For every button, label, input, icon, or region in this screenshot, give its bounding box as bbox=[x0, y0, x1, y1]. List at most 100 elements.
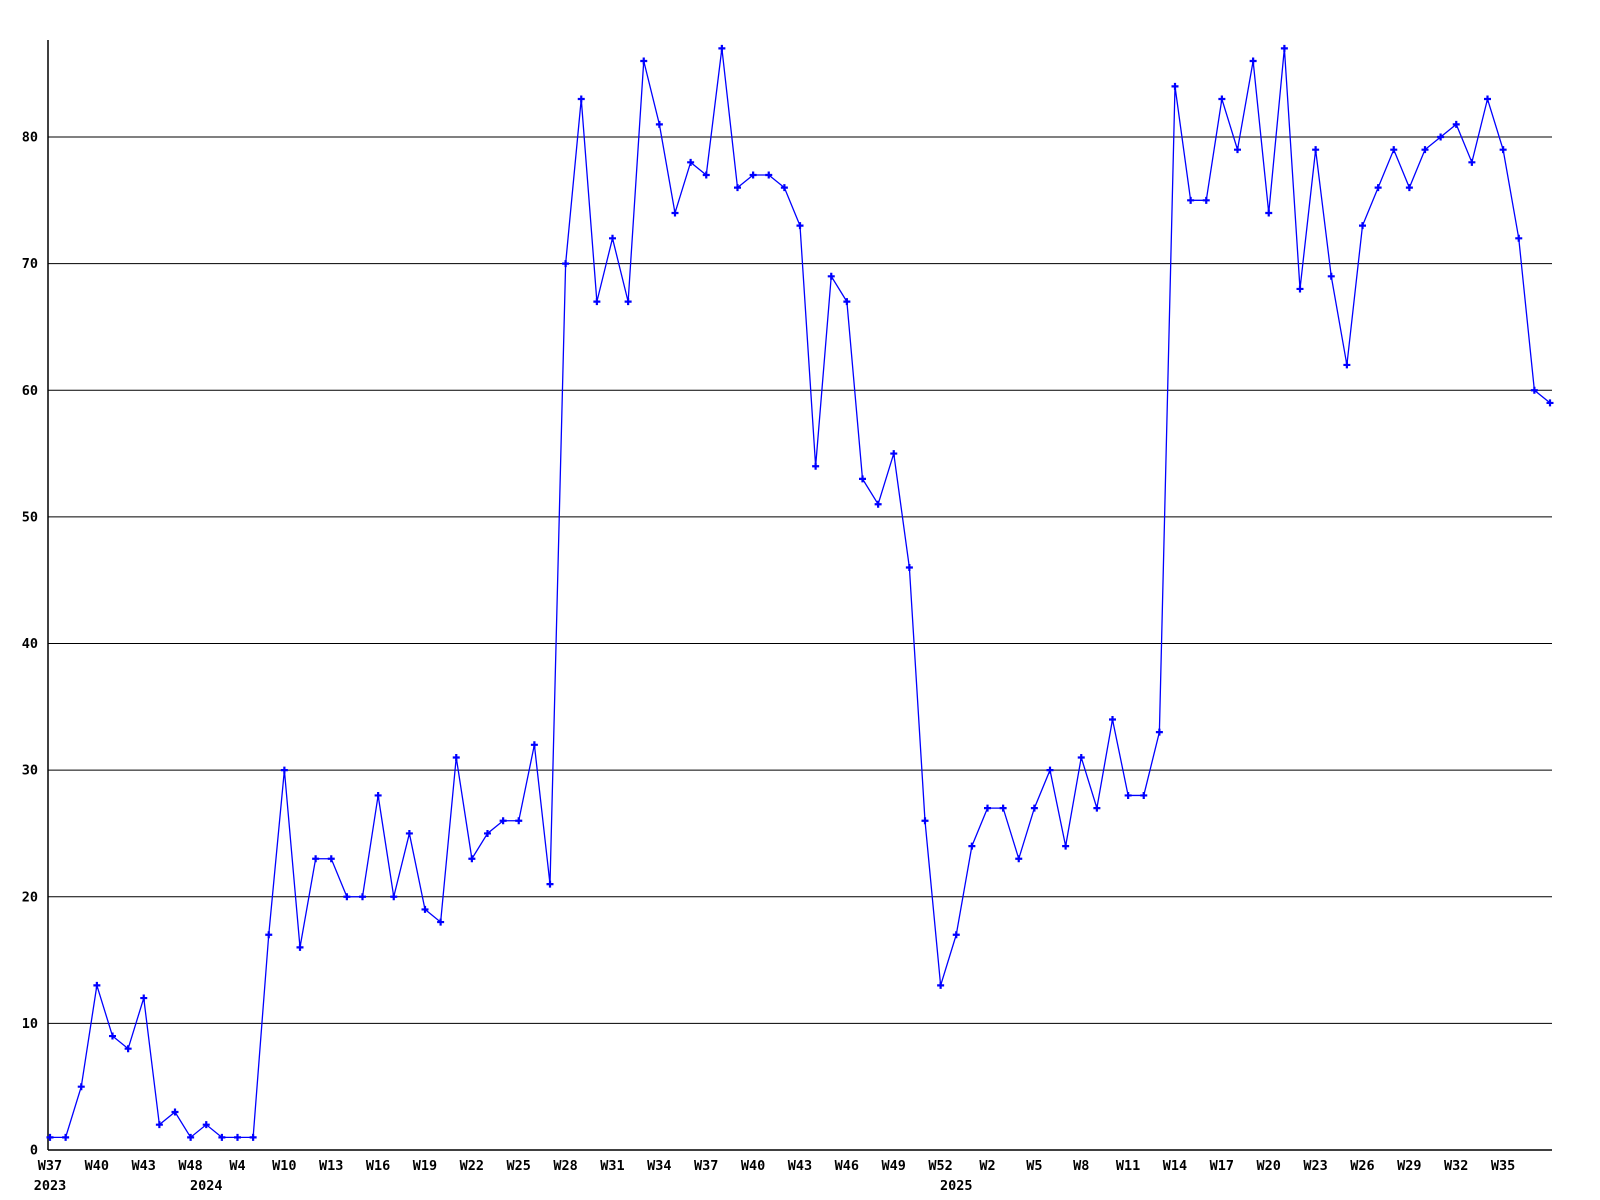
data-point-marker bbox=[1140, 791, 1148, 799]
x-axis-tick-label: W35 bbox=[1491, 1158, 1515, 1174]
data-point-marker bbox=[952, 931, 960, 939]
y-axis-tick-label: 30 bbox=[22, 763, 38, 779]
data-point-marker bbox=[1468, 158, 1476, 166]
data-point-marker bbox=[1171, 82, 1179, 90]
data-point-marker bbox=[687, 158, 695, 166]
data-point-marker bbox=[1234, 146, 1241, 154]
data-line bbox=[50, 48, 1551, 1139]
data-point-marker bbox=[671, 209, 679, 217]
data-point-marker bbox=[499, 817, 507, 825]
data-point-marker bbox=[359, 893, 366, 901]
data-point-marker bbox=[1093, 804, 1101, 812]
data-point-marker bbox=[327, 855, 335, 863]
data-point-marker bbox=[874, 500, 882, 508]
data-point-marker bbox=[1030, 804, 1038, 812]
data-point-marker bbox=[468, 855, 476, 863]
data-point-marker bbox=[1062, 842, 1070, 850]
data-point-marker bbox=[265, 931, 273, 939]
data-point-marker bbox=[937, 981, 945, 989]
data-point-marker bbox=[171, 1108, 179, 1116]
x-axis-tick-label: W11 bbox=[1116, 1158, 1140, 1174]
data-point-marker bbox=[1484, 95, 1491, 103]
data-point-marker bbox=[202, 1121, 210, 1129]
x-axis-tick-label: W40 bbox=[85, 1158, 109, 1174]
data-point-marker bbox=[421, 905, 429, 913]
data-point-marker bbox=[1280, 44, 1288, 52]
year-label: 2023 bbox=[34, 1178, 67, 1194]
x-axis-tick-label: W13 bbox=[319, 1158, 343, 1174]
x-axis-tick-label: W52 bbox=[928, 1158, 952, 1174]
y-axis-tick-label: 50 bbox=[22, 509, 38, 525]
data-point-marker bbox=[780, 184, 788, 192]
data-point-marker bbox=[1155, 728, 1163, 736]
data-point-marker bbox=[1343, 361, 1351, 369]
data-point-marker bbox=[155, 1121, 163, 1129]
data-point-marker bbox=[718, 44, 726, 52]
data-point-marker bbox=[390, 893, 398, 901]
data-point-marker bbox=[1218, 95, 1226, 103]
x-axis-tick-label: W19 bbox=[413, 1158, 437, 1174]
data-point-marker bbox=[484, 829, 491, 837]
data-point-marker bbox=[1015, 855, 1023, 863]
y-axis-tick-label: 80 bbox=[22, 130, 38, 146]
data-point-marker bbox=[905, 564, 913, 572]
x-axis-tick-label: W20 bbox=[1257, 1158, 1281, 1174]
data-point-marker bbox=[859, 475, 866, 483]
data-point-marker bbox=[640, 57, 648, 65]
data-point-marker bbox=[452, 753, 460, 761]
data-point-marker bbox=[1546, 399, 1554, 407]
x-axis-tick-label: W37 bbox=[38, 1158, 62, 1174]
x-axis-tick-label: W31 bbox=[600, 1158, 624, 1174]
data-point-marker bbox=[234, 1133, 241, 1141]
data-point-marker bbox=[812, 462, 820, 470]
y-axis-tick-label: 0 bbox=[30, 1143, 38, 1159]
data-point-marker bbox=[609, 234, 616, 242]
data-point-marker bbox=[140, 994, 148, 1002]
data-point-marker bbox=[1296, 285, 1304, 293]
data-point-marker bbox=[1312, 146, 1320, 154]
x-axis-tick-label: W8 bbox=[1073, 1158, 1089, 1174]
data-point-marker bbox=[546, 880, 554, 888]
data-point-marker bbox=[593, 298, 601, 306]
data-point-marker bbox=[734, 184, 741, 192]
x-axis-tick-label: W32 bbox=[1444, 1158, 1468, 1174]
data-point-marker bbox=[1515, 234, 1523, 242]
y-axis-tick-label: 20 bbox=[22, 889, 38, 905]
x-axis-tick-label: W4 bbox=[229, 1158, 245, 1174]
y-axis-tick-label: 60 bbox=[22, 383, 38, 399]
x-axis-tick-label: W10 bbox=[272, 1158, 296, 1174]
year-label: 2024 bbox=[190, 1178, 223, 1194]
x-axis-tick-label: W25 bbox=[507, 1158, 531, 1174]
data-point-marker bbox=[1437, 133, 1445, 141]
data-point-marker bbox=[218, 1133, 226, 1141]
data-point-marker bbox=[843, 298, 851, 306]
data-point-marker bbox=[1187, 196, 1195, 204]
data-point-marker bbox=[890, 450, 898, 458]
data-point-marker bbox=[62, 1133, 70, 1141]
data-series bbox=[46, 44, 1554, 1141]
data-point-marker bbox=[1359, 222, 1366, 230]
data-point-marker bbox=[1077, 753, 1085, 761]
data-point-marker bbox=[577, 95, 585, 103]
data-point-marker bbox=[796, 222, 804, 230]
data-point-marker bbox=[1202, 196, 1210, 204]
data-point-marker bbox=[1405, 184, 1413, 192]
data-point-marker bbox=[1452, 120, 1460, 128]
data-point-marker bbox=[296, 943, 304, 951]
x-axis-tick-label: W23 bbox=[1303, 1158, 1327, 1174]
data-point-marker bbox=[46, 1133, 54, 1141]
data-point-marker bbox=[249, 1133, 257, 1141]
data-point-marker bbox=[124, 1045, 132, 1053]
x-axis-tick-label: W40 bbox=[741, 1158, 765, 1174]
data-point-marker bbox=[702, 171, 710, 179]
x-axis-tick-label: W29 bbox=[1397, 1158, 1421, 1174]
data-point-marker bbox=[1374, 184, 1382, 192]
axis-labels: 0 10 20 30 40 50 60 70 80 W37 W40 W43 W48 W4 W10 W13 W16… bbox=[22, 130, 1516, 1195]
data-point-marker bbox=[749, 171, 757, 179]
data-point-marker bbox=[968, 842, 976, 850]
x-axis-tick-label: W26 bbox=[1350, 1158, 1374, 1174]
x-axis-tick-label: W22 bbox=[460, 1158, 484, 1174]
data-point-marker bbox=[109, 1032, 116, 1040]
